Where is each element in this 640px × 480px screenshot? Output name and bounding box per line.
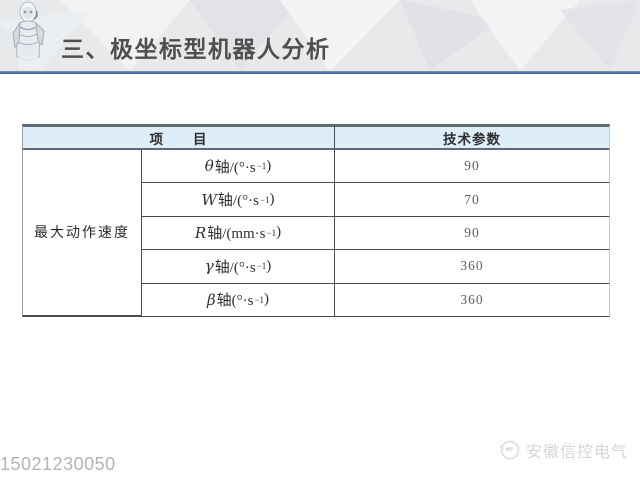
faceted-background-texture	[0, 0, 640, 71]
parameters-table: 项 目 技术参数 最大动作速度 θ 轴/(°·s −1) 90 W 轴/(°·s −1)…	[22, 124, 610, 317]
axis-label-theta: θ 轴/(°·s −1)	[141, 150, 334, 184]
value-gamma: 360	[334, 250, 610, 284]
column-header-item: 项 目	[22, 124, 334, 150]
axis-label-r: R 轴/(mm·s −1)	[141, 216, 334, 251]
axis-label-w: W 轴/(°·s −1)	[141, 183, 334, 217]
value-theta: 90	[334, 150, 610, 184]
value-beta: 360	[334, 283, 610, 317]
swirl-logo-icon	[499, 440, 520, 460]
page-title: 三、极坐标型机器人分析	[61, 36, 331, 62]
brand-text: 安徽信控电气	[525, 444, 628, 461]
header-band: 三、极坐标型机器人分析	[0, 0, 640, 71]
axis-label-beta: β 轴(°·s −1)	[141, 283, 334, 317]
axis-label-gamma: γ 轴/(°·s −1)	[141, 250, 334, 284]
header-accent-rule	[0, 71, 640, 74]
column-header-param: 技术参数	[334, 124, 610, 150]
row-group-label: 最大动作速度	[22, 150, 141, 317]
watermark-number: 15021230050	[0, 454, 116, 474]
robot-icon	[12, 1, 45, 70]
value-r: 90	[334, 216, 610, 251]
value-w: 70	[334, 183, 610, 217]
brand-mark: 安徽信控电气	[497, 438, 628, 462]
